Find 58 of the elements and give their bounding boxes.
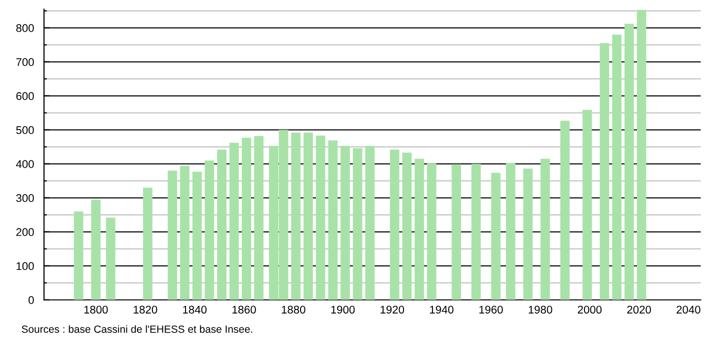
y-tick-label: 200 — [16, 228, 34, 236]
y-tick-label: 400 — [16, 160, 34, 168]
bar — [192, 172, 202, 300]
bar — [491, 172, 501, 300]
bar — [143, 188, 152, 300]
bar — [204, 160, 214, 300]
bar — [352, 148, 362, 300]
bar — [523, 168, 533, 300]
bar — [74, 211, 84, 300]
x-tick-label: 1800 — [84, 306, 108, 314]
bar — [91, 200, 101, 300]
x-tick-label: 1860 — [232, 306, 256, 314]
bar — [168, 170, 178, 300]
bar — [340, 146, 350, 300]
x-tick-label: 1920 — [380, 306, 404, 314]
x-tick-label: 1840 — [183, 306, 207, 314]
x-tick-label: 2000 — [578, 306, 602, 314]
bar — [600, 43, 610, 300]
x-tick-label: 1880 — [282, 306, 306, 314]
bar — [636, 10, 646, 300]
bar — [426, 163, 436, 300]
bar — [242, 138, 252, 300]
bar — [582, 110, 592, 300]
x-tick-label: 2020 — [627, 306, 651, 314]
bar — [316, 136, 326, 300]
bar — [540, 158, 550, 300]
bar — [229, 142, 239, 300]
x-tick-label: 1940 — [430, 306, 454, 314]
bar — [254, 136, 264, 300]
bar — [106, 218, 116, 300]
bar — [390, 150, 400, 300]
bar — [328, 140, 338, 300]
bar — [506, 162, 516, 300]
bar — [365, 146, 375, 300]
x-tick-label: 1900 — [331, 306, 355, 314]
x-tick-label: 1980 — [528, 306, 552, 314]
bar — [217, 150, 226, 300]
source-note: Sources : base Cassini de l'EHESS et base Insee. — [22, 325, 252, 333]
x-tick-label: 2040 — [676, 306, 700, 314]
bar — [180, 166, 190, 300]
y-tick-label: 800 — [16, 24, 34, 32]
bar — [624, 24, 634, 300]
bar — [471, 164, 481, 300]
x-tick-label: 1820 — [134, 306, 158, 314]
y-tick-label: 0 — [28, 296, 34, 304]
bar — [452, 164, 462, 300]
y-tick-label: 600 — [16, 92, 34, 100]
y-tick-label: 100 — [16, 262, 34, 270]
y-tick-label: 500 — [16, 126, 34, 134]
x-tick-label: 1960 — [479, 306, 503, 314]
bar — [304, 132, 313, 300]
y-tick-label: 700 — [16, 58, 34, 66]
bar — [612, 34, 622, 300]
bar — [291, 132, 301, 300]
bar — [560, 120, 570, 300]
y-tick-label: 300 — [16, 194, 34, 202]
bar — [414, 158, 424, 300]
bar — [402, 152, 412, 300]
